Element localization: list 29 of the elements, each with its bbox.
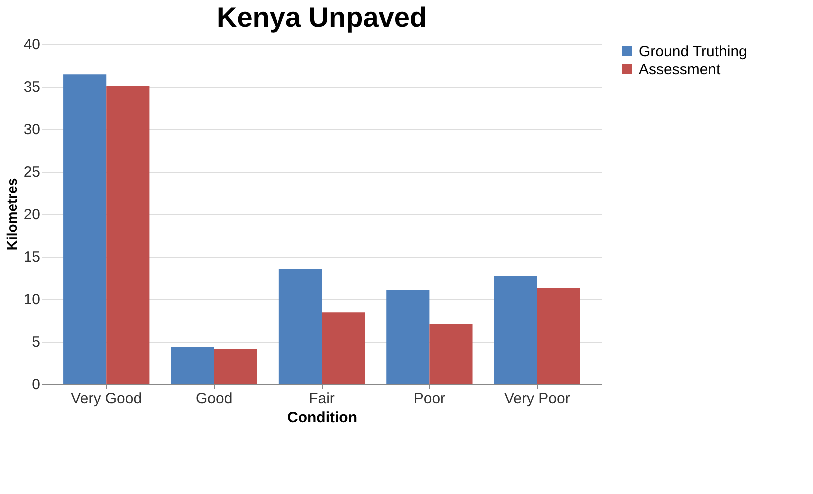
y-tick-label: 20	[24, 206, 40, 224]
x-axis-title: Condition	[288, 410, 358, 426]
y-tick-label: 10	[24, 292, 40, 308]
y-tick-label: 35	[24, 79, 40, 96]
y-tick-label: 15	[24, 249, 40, 266]
bar	[430, 324, 473, 384]
bar	[322, 312, 366, 384]
chart-title: Kenya Unpaved	[216, 2, 428, 33]
bar	[278, 269, 322, 384]
bar	[386, 290, 430, 384]
y-tick-label: 0	[32, 376, 40, 394]
x-tick-label: Very Good	[71, 390, 142, 408]
bar	[106, 86, 150, 384]
bar	[537, 288, 580, 384]
x-tick-label: Good	[196, 390, 233, 408]
bar	[214, 349, 258, 384]
legend-label: Assessment	[639, 62, 722, 78]
y-axis-title: Kilometres	[4, 178, 20, 251]
x-tick-label: Very Poor	[504, 390, 570, 408]
bar	[171, 347, 214, 384]
y-tick-label: 25	[24, 164, 40, 181]
y-tick-label: 30	[24, 122, 40, 138]
bar	[64, 74, 107, 384]
legend-label: Ground Truthing	[639, 44, 748, 60]
y-tick-label: 40	[24, 36, 40, 54]
bar	[494, 276, 538, 384]
x-tick-label: Poor	[414, 390, 446, 408]
x-tick-label: Fair	[309, 390, 335, 408]
y-tick-label: 5	[32, 334, 40, 351]
